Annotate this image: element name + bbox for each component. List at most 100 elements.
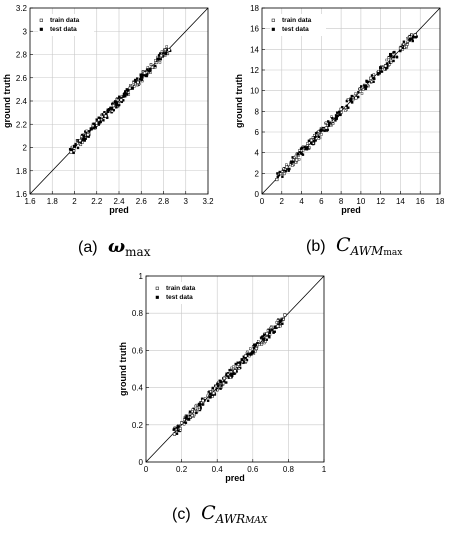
test-point bbox=[188, 410, 192, 413]
train-point bbox=[294, 160, 297, 164]
series-train bbox=[69, 48, 171, 154]
test-point bbox=[107, 108, 111, 111]
test-point bbox=[379, 70, 382, 73]
x-tick-label: 8 bbox=[339, 197, 344, 206]
test-point bbox=[115, 106, 118, 109]
caption-a-tag: (a) bbox=[78, 239, 98, 256]
train-point bbox=[244, 354, 248, 358]
test-point bbox=[385, 67, 388, 70]
train-point bbox=[405, 45, 408, 48]
test-point bbox=[140, 78, 143, 81]
caption-c-subscript-small: MAX bbox=[245, 516, 268, 526]
y-tick-label: 8 bbox=[255, 107, 260, 116]
test-point bbox=[130, 86, 134, 90]
train-point bbox=[279, 324, 282, 328]
train-point bbox=[297, 158, 301, 161]
test-point bbox=[124, 90, 127, 93]
test-point bbox=[281, 175, 284, 178]
x-tick-label: 2.4 bbox=[113, 197, 125, 206]
x-tick-label: 1 bbox=[322, 465, 327, 474]
train-point bbox=[102, 112, 106, 115]
test-point bbox=[251, 350, 255, 354]
train-point bbox=[282, 318, 285, 321]
test-point bbox=[259, 336, 263, 339]
train-point bbox=[294, 154, 298, 158]
test-point bbox=[267, 334, 270, 338]
x-tick-label: 2 bbox=[72, 197, 77, 206]
y-tick-label: 3 bbox=[23, 27, 28, 36]
train-point bbox=[211, 395, 214, 398]
train-point bbox=[387, 56, 390, 59]
test-point bbox=[307, 139, 311, 143]
test-point bbox=[72, 151, 75, 155]
test-point bbox=[154, 64, 157, 68]
y-tick-label: 1 bbox=[139, 272, 144, 281]
train-point bbox=[72, 149, 76, 152]
train-point bbox=[331, 122, 335, 125]
train-point bbox=[324, 121, 328, 124]
train-point bbox=[362, 88, 365, 91]
test-point bbox=[290, 160, 294, 164]
train-point bbox=[313, 134, 316, 137]
legend-marker bbox=[271, 27, 275, 31]
test-point bbox=[310, 141, 313, 145]
test-point bbox=[408, 37, 411, 41]
x-tick-label: 4 bbox=[299, 197, 304, 206]
legend-marker bbox=[155, 295, 159, 299]
test-point bbox=[385, 62, 389, 65]
train-point bbox=[232, 365, 235, 368]
test-point bbox=[156, 57, 160, 61]
train-point bbox=[283, 313, 287, 317]
train-point bbox=[276, 324, 280, 328]
test-point bbox=[164, 51, 168, 55]
train-point bbox=[136, 80, 140, 84]
train-point bbox=[154, 59, 157, 62]
train-point bbox=[76, 142, 79, 145]
y-tick-label: 2 bbox=[255, 169, 260, 178]
y-tick-label: 4 bbox=[255, 149, 260, 158]
caption-a-symbol: ω bbox=[108, 236, 126, 257]
test-point bbox=[102, 119, 105, 122]
legend-train-label: train data bbox=[50, 17, 80, 24]
test-point bbox=[392, 55, 396, 59]
test-point bbox=[89, 127, 93, 131]
train-point bbox=[110, 110, 114, 113]
test-point bbox=[304, 146, 309, 151]
train-point bbox=[193, 409, 196, 413]
test-point bbox=[395, 56, 399, 59]
train-point bbox=[406, 40, 410, 43]
test-point bbox=[72, 144, 77, 148]
train-point bbox=[189, 415, 192, 419]
train-point bbox=[295, 158, 299, 162]
test-point bbox=[148, 68, 152, 72]
train-point bbox=[79, 143, 83, 147]
legend-train-label: train data bbox=[166, 285, 196, 292]
test-point bbox=[412, 36, 415, 39]
train-point bbox=[146, 66, 150, 69]
x-tick-label: 0 bbox=[260, 197, 265, 206]
y-tick-label: 2.6 bbox=[16, 74, 28, 83]
y-tick-label: 14 bbox=[250, 45, 259, 54]
train-point bbox=[372, 73, 376, 76]
train-point bbox=[237, 363, 240, 366]
test-point bbox=[173, 427, 176, 430]
test-point bbox=[317, 135, 321, 138]
train-point bbox=[81, 141, 84, 144]
legend: train data test data bbox=[38, 14, 94, 36]
test-point bbox=[123, 92, 127, 96]
train-point bbox=[309, 138, 313, 142]
legend: train data test data bbox=[154, 282, 210, 304]
test-point bbox=[115, 102, 119, 107]
train-point bbox=[119, 98, 123, 102]
train-point bbox=[226, 373, 230, 376]
train-point bbox=[413, 33, 417, 37]
train-point bbox=[233, 369, 237, 373]
x-axis-label: pred bbox=[341, 205, 361, 215]
x-tick-label: 6 bbox=[319, 197, 324, 206]
caption-a-subscript: max bbox=[125, 245, 151, 259]
train-point bbox=[354, 96, 358, 100]
y-tick-label: 3.2 bbox=[16, 4, 28, 13]
test-point bbox=[335, 114, 338, 118]
train-point bbox=[254, 349, 257, 353]
y-tick-label: 2.4 bbox=[16, 97, 28, 106]
